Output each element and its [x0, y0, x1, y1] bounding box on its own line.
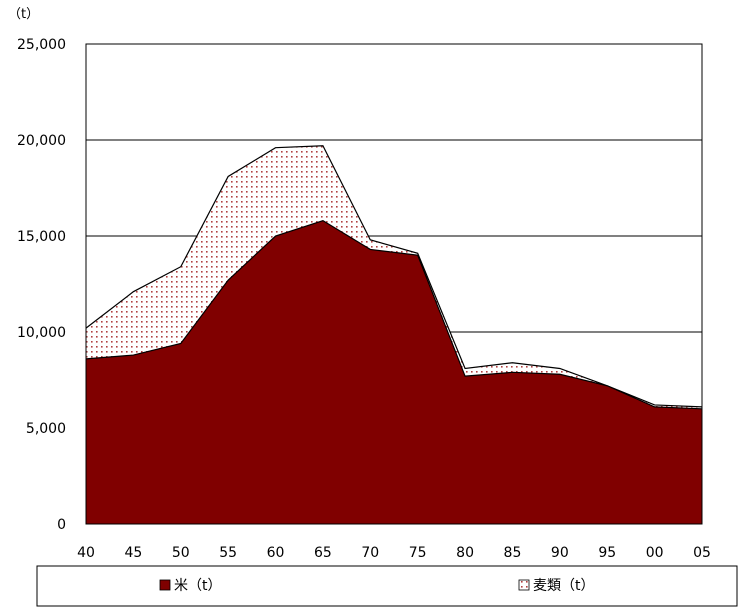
y-tick-label-0: 0 — [57, 517, 66, 533]
x-tick-label-1: 45 — [124, 545, 142, 561]
x-tick-label-3: 55 — [219, 545, 237, 561]
plot-frame — [85, 43, 703, 525]
x-tick-label-6: 70 — [361, 545, 379, 561]
x-axis-tick-labels: 40 45 50 55 60 65 70 75 80 85 90 95 00 05 — [77, 545, 711, 561]
x-tick-label-4: 60 — [267, 545, 285, 561]
legend-swatch-wheat — [518, 579, 530, 591]
x-tick-label-11: 95 — [598, 545, 616, 561]
area-rice — [86, 220, 702, 524]
y-tick-label-2: 10,000 — [17, 325, 66, 341]
x-tick-label-10: 90 — [551, 545, 569, 561]
y-tick-label-1: 5,000 — [26, 421, 66, 437]
legend-swatch-rice — [159, 579, 171, 591]
line-total-top — [85, 145, 703, 408]
y-axis-unit-label: （t） — [8, 7, 39, 22]
x-tick-label-13: 05 — [693, 545, 711, 561]
y-tick-label-3: 15,000 — [17, 229, 66, 245]
legend-label-wheat: 麦類（t） — [533, 578, 595, 594]
x-tick-label-7: 75 — [409, 545, 427, 561]
x-tick-label-9: 85 — [504, 545, 522, 561]
y-tick-label-4: 20,000 — [17, 133, 66, 149]
legend-box — [36, 565, 738, 607]
x-tick-label-5: 65 — [314, 545, 332, 561]
y-tick-label-5: 25,000 — [17, 37, 66, 53]
x-tick-label-2: 50 — [172, 545, 190, 561]
x-tick-label-8: 80 — [456, 545, 474, 561]
y-axis-tick-labels: 0 5,000 10,000 15,000 20,000 25,000 — [17, 37, 66, 533]
x-tick-label-0: 40 — [77, 545, 95, 561]
area-series — [85, 145, 703, 524]
line-rice-top — [85, 219, 703, 410]
area-wheat — [86, 145, 702, 409]
legend-label-rice: 米（t） — [174, 578, 222, 594]
legend: 米（t） 麦類（t） — [36, 565, 738, 607]
x-tick-label-12: 00 — [646, 545, 664, 561]
